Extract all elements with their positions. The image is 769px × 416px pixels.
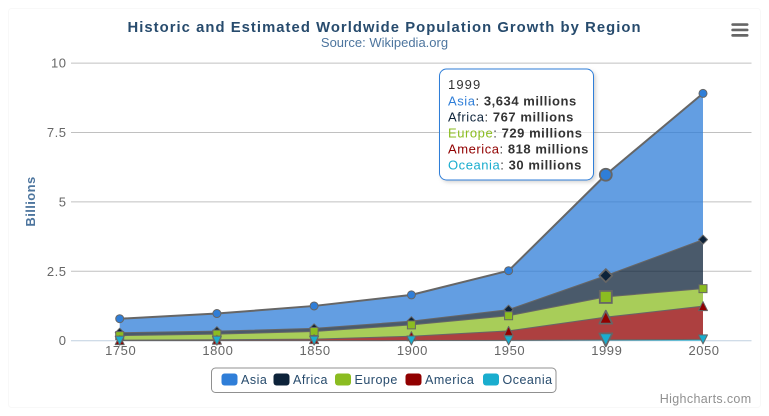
svg-text:1850: 1850 [300, 343, 331, 358]
svg-text:1900: 1900 [397, 343, 428, 358]
svg-text:5: 5 [59, 194, 67, 209]
svg-text:Asia: Asia [241, 373, 267, 387]
svg-text:Highcharts.com: Highcharts.com [660, 392, 752, 406]
svg-text:Historic and Estimated Worldwi: Historic and Estimated Worldwide Populat… [127, 20, 641, 36]
svg-text:America: America [425, 373, 474, 387]
svg-text:1750: 1750 [105, 343, 136, 358]
svg-text:Oceania: Oceania [503, 373, 553, 387]
svg-text:Billions: Billions [23, 176, 38, 226]
svg-text:2050: 2050 [688, 343, 719, 358]
svg-text:10: 10 [51, 56, 66, 71]
svg-text:7.5: 7.5 [47, 125, 67, 140]
svg-text:1950: 1950 [494, 343, 525, 358]
svg-text:1999: 1999 [448, 77, 481, 92]
svg-text:2.5: 2.5 [47, 264, 67, 279]
svg-text:Europe: Europe [355, 373, 398, 387]
svg-text:0: 0 [59, 333, 67, 348]
svg-text:America: 818 millions: America: 818 millions [448, 142, 589, 157]
svg-text:Africa: 767 millions: Africa: 767 millions [448, 110, 574, 125]
svg-text:Europe: 729 millions: Europe: 729 millions [448, 126, 583, 141]
svg-text:1800: 1800 [202, 343, 233, 358]
svg-text:Source: Wikipedia.org: Source: Wikipedia.org [321, 35, 448, 50]
svg-text:Asia: 3,634 millions: Asia: 3,634 millions [448, 94, 577, 109]
svg-text:1999: 1999 [591, 343, 622, 358]
svg-text:Africa: Africa [293, 373, 328, 387]
svg-text:Oceania: 30 millions: Oceania: 30 millions [448, 158, 582, 173]
